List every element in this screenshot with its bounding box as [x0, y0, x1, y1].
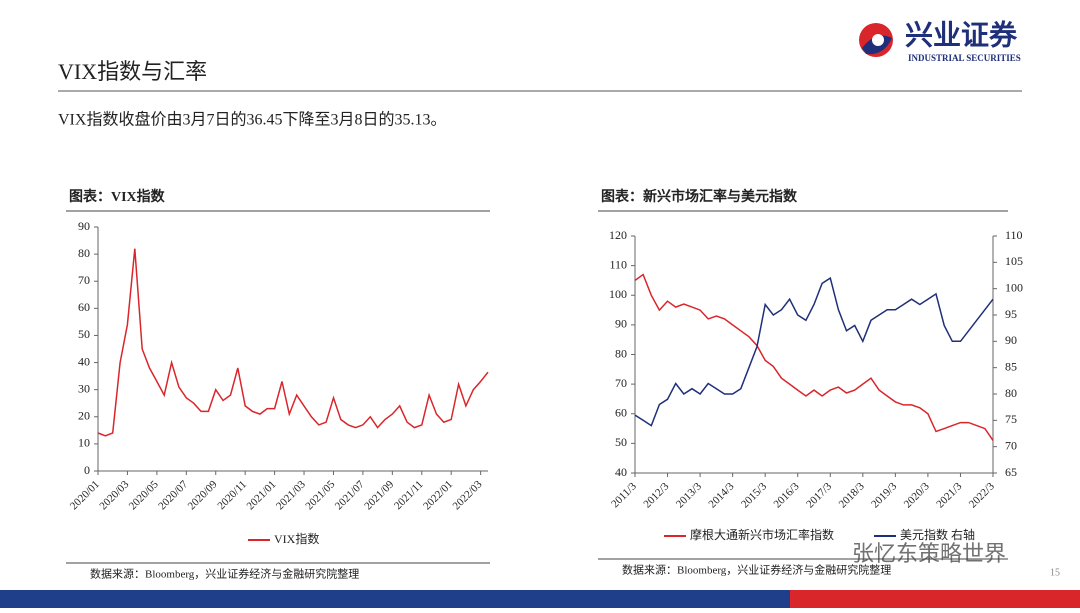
subtitle: VIX指数收盘价由3月7日的36.45下降至3月8日的35.13。 — [58, 110, 446, 129]
y-tick-label: 50 — [615, 435, 627, 449]
y2-tick-label: 110 — [1005, 228, 1023, 242]
page-number: 15 — [1050, 567, 1060, 578]
y-tick-label: 70 — [78, 273, 90, 287]
x-tick-label: 2020/01 — [68, 478, 102, 512]
logo-text-en: INDUSTRIAL SECURITIES — [908, 53, 1021, 63]
y-tick-label: 80 — [615, 346, 627, 360]
chart-title: 图表：新兴市场汇率与美元指数 — [601, 188, 798, 205]
x-tick-label: 2021/11 — [392, 478, 426, 512]
y-tick-label: 90 — [78, 219, 90, 233]
y-tick-label: 80 — [78, 246, 90, 260]
legend-label: 摩根大通新兴市场汇率指数 — [690, 527, 834, 542]
x-tick-label: 2020/3 — [902, 480, 932, 510]
footer-bar-accent — [790, 590, 1080, 608]
y2-tick-label: 100 — [1005, 280, 1023, 294]
logo-text: 兴业证券 — [905, 19, 1018, 51]
y-tick-label: 90 — [615, 317, 627, 331]
y2-tick-label: 70 — [1005, 438, 1017, 452]
x-tick-label: 2020/05 — [127, 478, 161, 512]
x-tick-label: 2021/09 — [362, 478, 396, 512]
y2-tick-label: 80 — [1005, 386, 1017, 400]
x-tick-label: 2016/3 — [772, 480, 802, 510]
y-tick-label: 10 — [78, 436, 90, 450]
x-tick-label: 2021/07 — [333, 478, 367, 512]
x-tick-label: 2011/3 — [609, 480, 639, 510]
y-tick-label: 30 — [78, 381, 90, 395]
x-tick-label: 2020/09 — [186, 478, 220, 512]
y-tick-label: 40 — [615, 465, 627, 479]
x-tick-label: 2020/07 — [156, 478, 190, 512]
y-tick-label: 20 — [78, 409, 90, 423]
x-tick-label: 2022/01 — [421, 478, 455, 512]
x-tick-label: 2020/03 — [97, 478, 131, 512]
y-tick-label: 110 — [609, 257, 627, 271]
x-tick-label: 2021/05 — [303, 478, 337, 512]
series-line — [97, 248, 489, 437]
slide-title: VIX指数与汇率 — [58, 59, 207, 84]
logo: 兴业证券 INDUSTRIAL SECURITIES — [859, 19, 1021, 63]
logo-dot — [872, 34, 884, 46]
legend-label: 美元指数 右轴 — [900, 527, 975, 542]
y-tick-label: 120 — [609, 228, 627, 242]
x-tick-label: 2021/3 — [934, 480, 964, 510]
chart-title: 图表：VIX指数 — [69, 188, 166, 205]
y2-tick-label: 85 — [1005, 359, 1017, 373]
x-tick-label: 2019/3 — [869, 480, 899, 510]
y2-tick-label: 65 — [1005, 465, 1017, 479]
legend-label: VIX指数 — [274, 531, 319, 546]
y-tick-label: 70 — [615, 376, 627, 390]
y-tick-label: 100 — [609, 287, 627, 301]
x-tick-label: 2013/3 — [674, 480, 704, 510]
x-tick-label: 2021/01 — [245, 478, 279, 512]
watermark: 张忆东策略世界 — [852, 541, 1006, 566]
x-tick-label: 2022/3 — [967, 480, 997, 510]
series-line — [634, 276, 994, 427]
x-tick-label: 2015/3 — [739, 480, 769, 510]
x-tick-label: 2012/3 — [641, 480, 671, 510]
y2-tick-label: 95 — [1005, 307, 1017, 321]
y-tick-label: 60 — [78, 300, 90, 314]
source: 数据来源：Bloomberg，兴业证券经济与金融研究院整理 — [90, 567, 359, 581]
x-tick-label: 2021/03 — [274, 478, 308, 512]
source: 数据来源：Bloomberg，兴业证券经济与金融研究院整理 — [622, 563, 891, 577]
y-tick-label: 40 — [78, 354, 90, 368]
footer-bar — [0, 590, 790, 608]
x-tick-label: 2014/3 — [706, 480, 736, 510]
y-tick-label: 60 — [615, 406, 627, 420]
series-line — [634, 273, 994, 441]
y-tick-label: 50 — [78, 327, 90, 341]
x-tick-label: 2022/03 — [451, 478, 485, 512]
y-tick-label: 0 — [84, 463, 90, 477]
y2-tick-label: 75 — [1005, 412, 1017, 426]
y2-tick-label: 105 — [1005, 254, 1023, 268]
y2-tick-label: 90 — [1005, 333, 1017, 347]
x-tick-label: 2020/11 — [215, 478, 249, 512]
x-tick-label: 2018/3 — [837, 480, 867, 510]
x-tick-label: 2017/3 — [804, 480, 834, 510]
